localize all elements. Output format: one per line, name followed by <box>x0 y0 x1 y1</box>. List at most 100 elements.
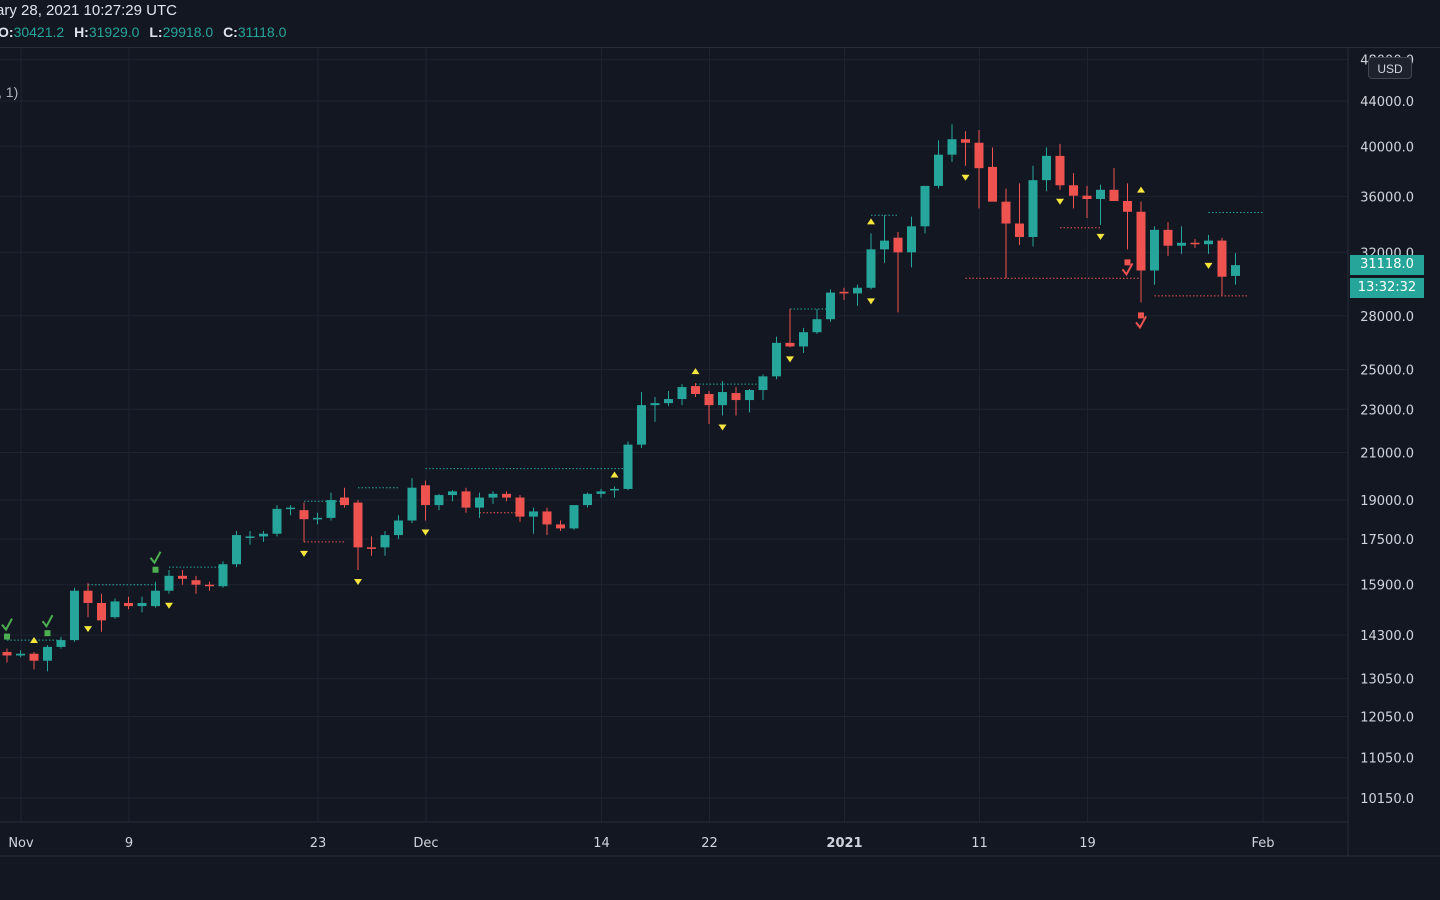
ohlc-high-key: H: <box>74 24 89 40</box>
price-tick-label: 40000.0 <box>1360 140 1414 155</box>
candle-body <box>1096 189 1105 200</box>
candle-body <box>637 405 646 445</box>
candle-body <box>812 319 822 333</box>
candle-body <box>1177 242 1186 246</box>
time-tick-label: 19 <box>1079 836 1096 851</box>
time-tick-label: Nov <box>8 836 34 851</box>
down-triangle-marker <box>421 529 430 536</box>
candle-body <box>920 185 930 227</box>
candle-body <box>421 485 430 506</box>
candle-body <box>1042 155 1051 181</box>
price-tick-label: 10150.0 <box>1360 792 1414 807</box>
ohlc-low-key: L: <box>149 24 163 40</box>
last-price-label: 31118.0 <box>1350 255 1424 275</box>
candle-body <box>1231 265 1240 276</box>
check-mark <box>149 551 162 565</box>
candle-body <box>785 342 795 347</box>
candle-body <box>839 291 849 294</box>
price-tick-label: 17500.0 <box>1360 533 1414 548</box>
check-mark <box>1121 262 1134 277</box>
candle-body <box>1150 229 1159 271</box>
candle-body <box>961 139 970 143</box>
candle-body <box>407 487 417 521</box>
signal-square <box>44 630 51 637</box>
up-triangle-marker <box>691 368 700 375</box>
check-mark <box>1135 315 1147 330</box>
candle-body <box>718 392 727 406</box>
price-tick-label: 23000.0 <box>1360 403 1414 418</box>
price-axis[interactable]: 10150.0 11050.0 12050.0 13050.0 14300.0 15900… <box>1360 54 1414 807</box>
candle-body <box>191 580 201 585</box>
down-triangle-marker <box>786 356 794 363</box>
candle-body <box>313 517 322 520</box>
ohlc-open-key: O: <box>0 24 14 40</box>
down-triangle-marker <box>165 602 173 609</box>
time-tick-label: 2021 <box>826 836 862 851</box>
candle-body <box>893 237 903 253</box>
candle-body <box>569 505 579 529</box>
candle-body <box>1217 240 1227 277</box>
check-mark <box>41 614 54 628</box>
candle-body <box>1136 211 1146 271</box>
candle-body <box>259 533 268 537</box>
candle-body <box>826 292 835 320</box>
price-tick-label: 15900.0 <box>1360 579 1414 594</box>
ohlc-high-value: 31929.0 <box>88 24 140 40</box>
candle-body <box>448 491 457 496</box>
candle-body <box>367 547 376 549</box>
signal-markers <box>1 174 1213 644</box>
candle-body <box>83 590 93 603</box>
ohlc-low-value: 29918.0 <box>162 24 214 40</box>
candle-body <box>380 535 390 548</box>
signal-square <box>1138 312 1144 319</box>
price-tick-label: 19000.0 <box>1360 494 1414 509</box>
candle-body <box>488 493 498 498</box>
candle-body <box>110 601 120 618</box>
candle-body <box>178 575 187 579</box>
candle-body <box>461 491 471 508</box>
price-tick-label: 44000.0 <box>1360 95 1414 110</box>
candle-body <box>1015 223 1024 237</box>
down-triangle-marker <box>961 174 970 181</box>
candle-body <box>2 652 12 656</box>
candle-body <box>1028 180 1038 237</box>
time-axis[interactable]: Nov 9 23 Dec 14 22 2021 11 19 Feb <box>8 836 1274 851</box>
candles <box>2 124 1240 672</box>
candle-body <box>137 602 147 607</box>
candle-body <box>1190 242 1200 245</box>
candle-body <box>16 653 25 656</box>
down-triangle-marker <box>718 424 727 431</box>
candle-body <box>799 332 808 347</box>
candle-body <box>583 493 592 506</box>
candle-body <box>772 342 781 377</box>
candle-body <box>1069 185 1078 196</box>
currency-badge[interactable]: USD <box>1368 57 1412 79</box>
candle-body <box>907 226 916 253</box>
candlestick-chart[interactable]: 10150.0 11050.0 12050.0 13050.0 14300.0 15900… <box>0 48 1440 900</box>
candle-body <box>758 376 768 391</box>
down-triangle-marker <box>354 578 362 585</box>
candle-body <box>947 139 957 155</box>
candle-body <box>1163 229 1173 246</box>
bar-datetime: ary 28, 2021 10:27:29 UTC <box>0 2 177 19</box>
candle-body <box>340 497 349 506</box>
up-triangle-marker <box>1137 186 1145 193</box>
indicator-legend[interactable]: , 1) <box>0 84 19 100</box>
candle-body <box>56 640 66 647</box>
down-triangle-marker <box>1204 262 1213 269</box>
signal-square <box>4 633 10 640</box>
candle-body <box>245 536 255 538</box>
candle-body <box>610 488 619 491</box>
candle-body <box>1001 201 1011 224</box>
candle-body <box>1055 155 1065 186</box>
time-tick-label: 14 <box>593 836 610 851</box>
price-tick-label: 28000.0 <box>1360 310 1414 325</box>
candle-body <box>650 403 660 406</box>
price-tick-label: 36000.0 <box>1360 190 1414 205</box>
candle-body <box>596 491 606 494</box>
price-tick-label: 11050.0 <box>1360 752 1414 767</box>
candle-body <box>691 386 700 395</box>
candle-body <box>502 493 511 498</box>
candle-body <box>529 511 538 517</box>
candle-body <box>1109 189 1119 202</box>
